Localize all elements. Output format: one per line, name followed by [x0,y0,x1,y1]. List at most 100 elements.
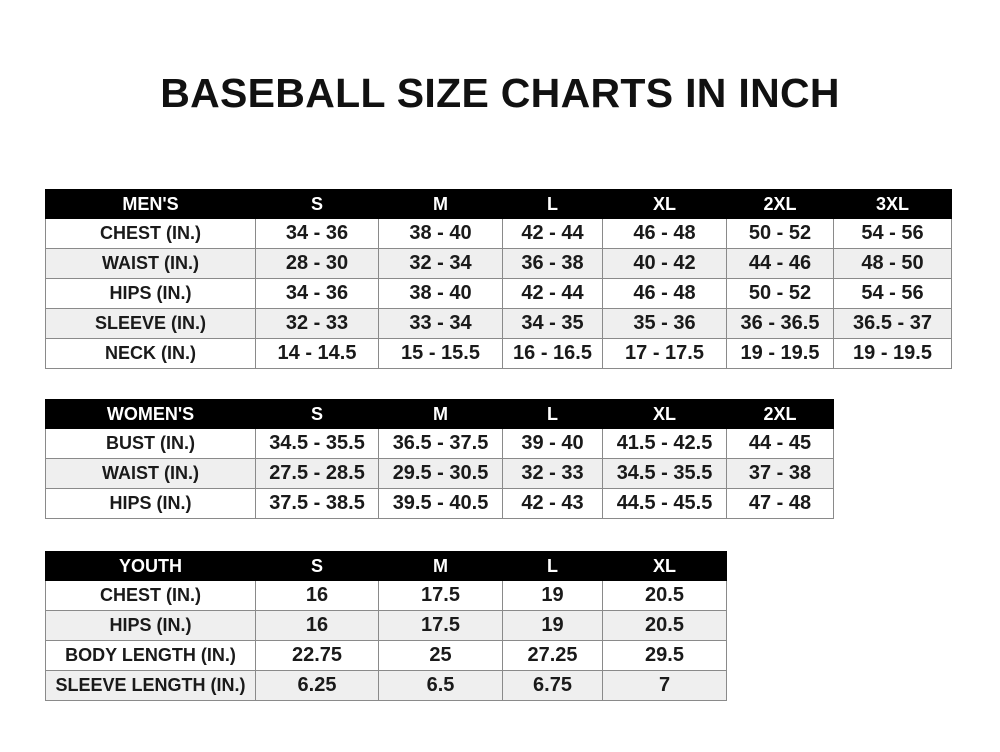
size-header: 3XL [833,189,952,219]
category-header: MEN'S [45,189,256,219]
size-header: S [255,551,379,581]
measurement-cell: 44 - 45 [726,428,834,459]
size-header: L [502,399,603,429]
measurement-cell: 27.25 [502,640,603,671]
measurement-cell: 37.5 - 38.5 [255,488,379,519]
page-title: BASEBALL SIZE CHARTS IN INCH [160,70,840,116]
measurement-cell: 15 - 15.5 [378,338,503,369]
measurement-cell: 19 [502,580,603,611]
measurement-cell: 50 - 52 [726,278,834,309]
measurement-cell: 44.5 - 45.5 [602,488,727,519]
measurement-cell: 7 [602,670,727,701]
measurement-cell: 6.25 [255,670,379,701]
measurement-label: NECK (IN.) [45,338,256,369]
size-header: S [255,189,379,219]
table-row: SLEEVE LENGTH (IN.) 6.25 6.5 6.75 7 [45,670,727,701]
measurement-cell: 38 - 40 [378,218,503,249]
measurement-cell: 35 - 36 [602,308,727,339]
measurement-cell: 16 [255,610,379,641]
table-row: NECK (IN.) 14 - 14.5 15 - 15.5 16 - 16.5 17 … [45,338,952,369]
measurement-cell: 38 - 40 [378,278,503,309]
measurement-cell: 42 - 44 [502,218,603,249]
measurement-cell: 36 - 36.5 [726,308,834,339]
measurement-cell: 34 - 35 [502,308,603,339]
measurement-cell: 32 - 34 [378,248,503,279]
header-row: WOMEN'S S M L XL 2XL [45,399,834,429]
category-header: YOUTH [45,551,256,581]
measurement-label: HIPS (IN.) [45,488,256,519]
measurement-cell: 14 - 14.5 [255,338,379,369]
size-header: L [502,551,603,581]
measurement-cell: 19 - 19.5 [726,338,834,369]
header-row: YOUTH S M L XL [45,551,727,581]
table-row: HIPS (IN.) 37.5 - 38.5 39.5 - 40.5 42 - 43 4… [45,488,834,519]
measurement-cell: 39.5 - 40.5 [378,488,503,519]
measurement-cell: 25 [378,640,503,671]
size-header: M [378,551,503,581]
measurement-cell: 34 - 36 [255,278,379,309]
measurement-cell: 42 - 44 [502,278,603,309]
header-row: MEN'S S M L XL 2XL 3XL [45,189,952,219]
category-header: WOMEN'S [45,399,256,429]
table-row: HIPS (IN.) 16 17.5 19 20.5 [45,610,727,641]
measurement-cell: 17.5 [378,580,503,611]
table-row: CHEST (IN.) 16 17.5 19 20.5 [45,580,727,611]
measurement-cell: 36.5 - 37 [833,308,952,339]
mens-size-table: MEN'S S M L XL 2XL 3XL CHEST (IN.) 34 - 36 38 - 4… [45,189,952,369]
measurement-cell: 54 - 56 [833,218,952,249]
measurement-cell: 36.5 - 37.5 [378,428,503,459]
table-row: WAIST (IN.) 27.5 - 28.5 29.5 - 30.5 32 - 33… [45,458,834,489]
size-header: 2XL [726,399,834,429]
measurement-cell: 46 - 48 [602,218,727,249]
measurement-cell: 54 - 56 [833,278,952,309]
measurement-cell: 6.5 [378,670,503,701]
measurement-cell: 32 - 33 [255,308,379,339]
measurement-cell: 32 - 33 [502,458,603,489]
size-header: XL [602,399,727,429]
measurement-cell: 46 - 48 [602,278,727,309]
measurement-cell: 16 [255,580,379,611]
table-row: BODY LENGTH (IN.) 22.75 25 27.25 29.5 [45,640,727,671]
size-header: XL [602,551,727,581]
measurement-cell: 17.5 [378,610,503,641]
size-header: S [255,399,379,429]
measurement-cell: 29.5 - 30.5 [378,458,503,489]
measurement-cell: 40 - 42 [602,248,727,279]
size-header: M [378,189,503,219]
size-header: M [378,399,503,429]
measurement-label: SLEEVE (IN.) [45,308,256,339]
measurement-label: CHEST (IN.) [45,218,256,249]
measurement-cell: 19 - 19.5 [833,338,952,369]
measurement-cell: 28 - 30 [255,248,379,279]
measurement-label: WAIST (IN.) [45,248,256,279]
size-header: 2XL [726,189,834,219]
measurement-cell: 42 - 43 [502,488,603,519]
measurement-cell: 22.75 [255,640,379,671]
size-header: XL [602,189,727,219]
measurement-cell: 20.5 [602,610,727,641]
womens-size-table: WOMEN'S S M L XL 2XL BUST (IN.) 34.5 - 35.5 36.5… [45,399,834,519]
table-row: WAIST (IN.) 28 - 30 32 - 34 36 - 38 40 - 42 4… [45,248,952,279]
measurement-cell: 19 [502,610,603,641]
measurement-cell: 36 - 38 [502,248,603,279]
measurement-cell: 20.5 [602,580,727,611]
table-row: CHEST (IN.) 34 - 36 38 - 40 42 - 44 46 - 48 5… [45,218,952,249]
measurement-cell: 17 - 17.5 [602,338,727,369]
measurement-label: CHEST (IN.) [45,580,256,611]
table-row: HIPS (IN.) 34 - 36 38 - 40 42 - 44 46 - 48 50… [45,278,952,309]
measurement-cell: 6.75 [502,670,603,701]
measurement-label: WAIST (IN.) [45,458,256,489]
size-header: L [502,189,603,219]
measurement-cell: 34.5 - 35.5 [602,458,727,489]
table-row: SLEEVE (IN.) 32 - 33 33 - 34 34 - 35 35 - 36… [45,308,952,339]
measurement-cell: 29.5 [602,640,727,671]
measurement-cell: 34 - 36 [255,218,379,249]
measurement-cell: 39 - 40 [502,428,603,459]
measurement-label: BODY LENGTH (IN.) [45,640,256,671]
measurement-label: HIPS (IN.) [45,278,256,309]
measurement-cell: 33 - 34 [378,308,503,339]
measurement-cell: 44 - 46 [726,248,834,279]
measurement-cell: 41.5 - 42.5 [602,428,727,459]
measurement-cell: 37 - 38 [726,458,834,489]
youth-size-table: YOUTH S M L XL CHEST (IN.) 16 17.5 19 20.5 HIPS (I… [45,551,727,701]
